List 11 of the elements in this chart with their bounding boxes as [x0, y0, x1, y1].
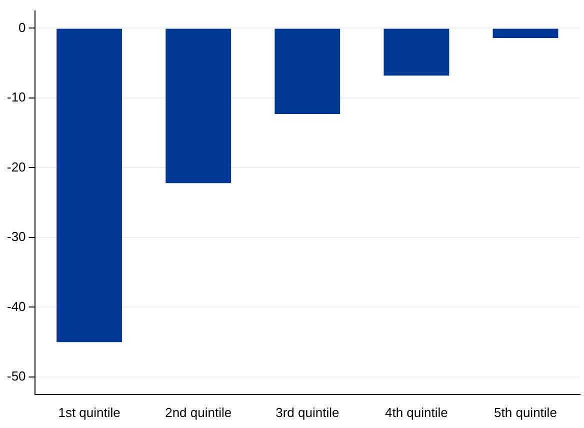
x-tick-label: 2nd quintile [165, 404, 232, 420]
y-tick-label: -50 [6, 368, 26, 384]
y-tick-label: 0 [18, 20, 26, 35]
x-tick-label: 4th quintile [384, 404, 448, 420]
y-tick-label: -40 [6, 298, 26, 314]
y-tick-label: -10 [6, 90, 26, 105]
x-tick-label: 3rd quintile [276, 404, 340, 420]
y-tick-label: -20 [6, 159, 26, 174]
y-tick-label: -30 [6, 229, 26, 244]
x-tick-label: 1st quintile [58, 404, 120, 420]
x-tick-label: 5th quintile [494, 404, 557, 420]
